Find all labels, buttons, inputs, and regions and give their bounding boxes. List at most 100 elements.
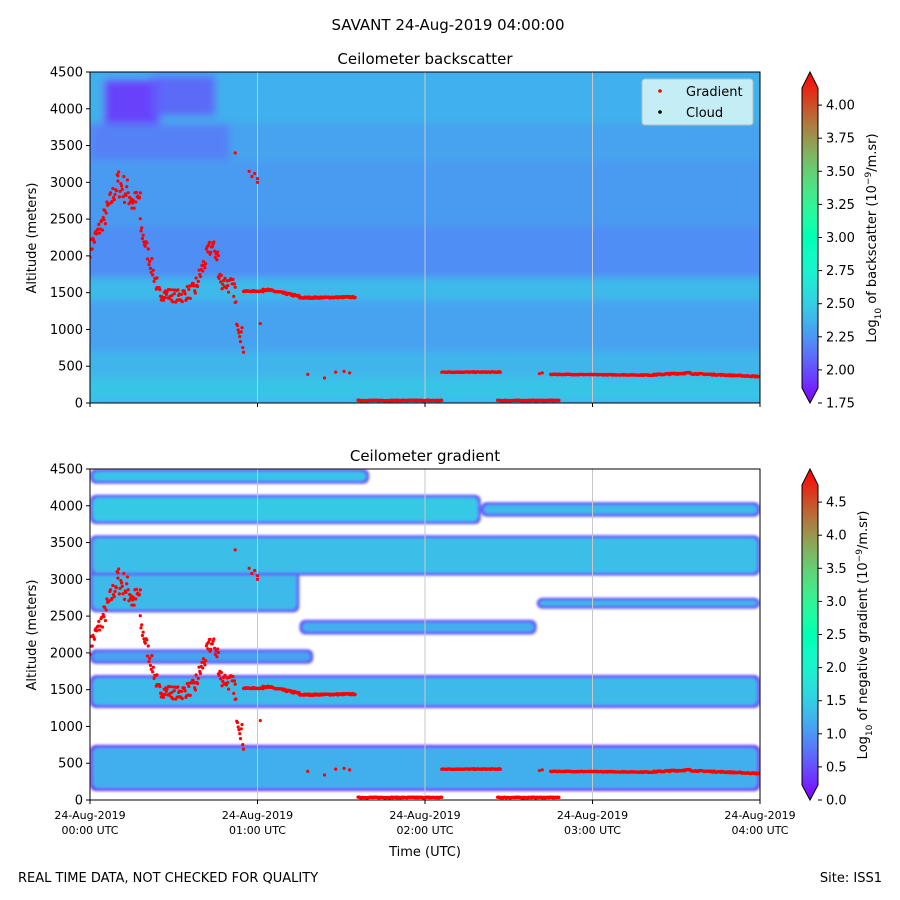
gradient-point <box>143 244 147 248</box>
gradient-point <box>233 548 237 552</box>
gradient-point <box>103 618 108 623</box>
gradient-point <box>196 279 200 283</box>
gradient-point <box>165 290 169 294</box>
gradient-point <box>223 673 227 677</box>
gradient-point <box>160 295 164 299</box>
gradient-point <box>216 647 220 651</box>
gradient-point <box>217 276 221 280</box>
y-tick-label: 1500 <box>50 683 83 698</box>
gradient-point <box>215 258 219 262</box>
gradient-point <box>220 287 224 291</box>
gradient-point <box>148 266 153 271</box>
gradient-point <box>201 666 205 670</box>
gradient-point <box>137 196 142 200</box>
gradient-point <box>172 689 176 693</box>
gradient-point <box>233 151 237 155</box>
gradient-point <box>238 334 242 339</box>
gradient-point <box>210 245 214 249</box>
x-tick-label-date: 24-Aug-2019 <box>222 809 293 822</box>
gradient-point <box>100 625 105 629</box>
colorbar-tick-label: 1.75 <box>826 397 855 412</box>
gradient-point <box>224 683 229 687</box>
colorbar-tick-label: 3.25 <box>826 198 855 213</box>
gradient-point <box>179 292 184 297</box>
gradient-point <box>155 673 159 677</box>
y-tick-label: 0 <box>75 794 83 809</box>
x-tick-label-date: 24-Aug-2019 <box>557 809 628 822</box>
gradient-point <box>206 640 211 644</box>
gradient-point <box>557 398 561 402</box>
gradient-point <box>238 737 243 741</box>
gradient-point <box>128 195 132 200</box>
gradient-colorbar-ticks: 0.0 0.5 1.0 1.5 2.0 2.5 3.0 3.5 4.0 4.5 <box>818 496 847 809</box>
gradient-point <box>348 371 352 375</box>
gradient-point <box>114 586 119 590</box>
gradient-point <box>240 326 244 330</box>
gradient-point <box>216 250 220 254</box>
gradient-point <box>182 686 187 690</box>
gradient-point <box>221 679 225 683</box>
gradient-point <box>97 619 101 623</box>
gradient-point <box>138 614 142 618</box>
gradient-point <box>215 655 219 659</box>
colorbar-tick-label: 3.0 <box>826 595 847 610</box>
gradient-point <box>97 628 102 632</box>
gradient-band <box>93 571 297 610</box>
gradient-point <box>258 321 262 326</box>
backscatter-y-ticks: 0 500 1000 1500 2000 2500 3000 3500 4000 4500 <box>50 66 90 412</box>
gradient-point <box>100 228 105 232</box>
gradient-point <box>204 262 208 266</box>
gradient-point <box>234 300 238 304</box>
gradient-point <box>235 323 240 328</box>
gradient-point <box>164 292 168 296</box>
y-tick-label: 2500 <box>50 213 83 228</box>
gradient-point <box>213 255 217 259</box>
gradient-point <box>130 206 134 210</box>
gradient-point <box>116 173 120 178</box>
gradient-point <box>334 370 338 374</box>
gradient-point <box>227 687 231 691</box>
gradient-point <box>191 678 195 683</box>
gradient-point <box>158 685 162 689</box>
backscatter-colorbar-bar <box>801 70 819 405</box>
colorbar-tick-label: 2.00 <box>826 363 855 378</box>
gradient-point <box>253 568 257 573</box>
gradient-point <box>122 200 127 204</box>
gradient-point <box>145 638 149 642</box>
gradient-point <box>90 644 94 648</box>
gradient-point <box>201 260 206 264</box>
gradient-point <box>147 660 151 664</box>
backscatter-low-patch <box>151 75 216 117</box>
gradient-point <box>219 273 223 278</box>
gradient-ylabel: Altitude (meters) <box>25 580 40 691</box>
gradient-point <box>139 229 143 233</box>
gradient-point <box>203 663 207 667</box>
y-tick-label: 500 <box>58 360 83 375</box>
gradient-xlabel: Time (UTC) <box>388 845 461 860</box>
gradient-point <box>239 727 243 731</box>
gradient-point <box>150 257 154 261</box>
y-tick-label: 500 <box>58 757 83 772</box>
gradient-point <box>198 671 203 676</box>
gradient-point <box>152 279 156 283</box>
gradient-point <box>322 376 327 380</box>
gradient-point <box>241 346 245 350</box>
gradient-point <box>108 191 113 195</box>
gradient-point <box>238 340 243 344</box>
gradient-point <box>232 691 236 696</box>
gradient-gridlines <box>257 469 593 800</box>
gradient-point <box>236 725 240 729</box>
colorbar-tick-label: 3.50 <box>826 165 855 180</box>
gradient-point <box>250 571 254 576</box>
gradient-point <box>201 269 205 273</box>
gradient-point <box>240 723 244 727</box>
gradient-point <box>180 697 184 701</box>
gradient-point <box>138 217 142 221</box>
gradient-point <box>134 200 138 204</box>
gradient-point <box>140 236 145 241</box>
gradient-band <box>483 505 757 514</box>
gradient-point <box>219 670 223 675</box>
backscatter-x-ticks <box>89 403 761 407</box>
gradient-point <box>113 192 117 197</box>
gradient-point <box>110 596 114 601</box>
